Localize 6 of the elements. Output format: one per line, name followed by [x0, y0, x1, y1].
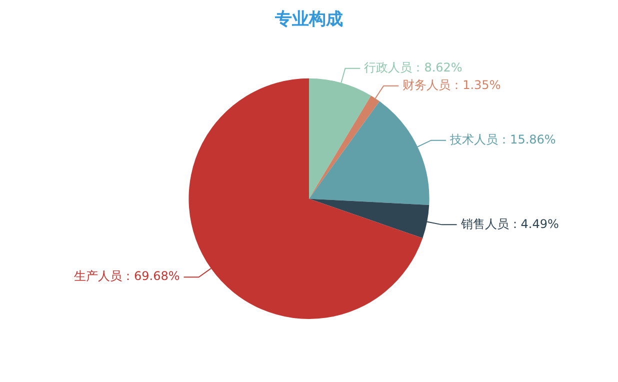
slice-label: 生产人员：69.68% — [74, 269, 180, 284]
slice-label: 财务人员：1.35% — [402, 78, 501, 92]
slice-label: 技术人员：15.86% — [449, 132, 556, 146]
chart-title: 专业构成 — [274, 10, 343, 30]
slice-label: 销售人员：4.49% — [460, 216, 559, 231]
slice-label: 行政人员：8.62% — [364, 60, 462, 74]
